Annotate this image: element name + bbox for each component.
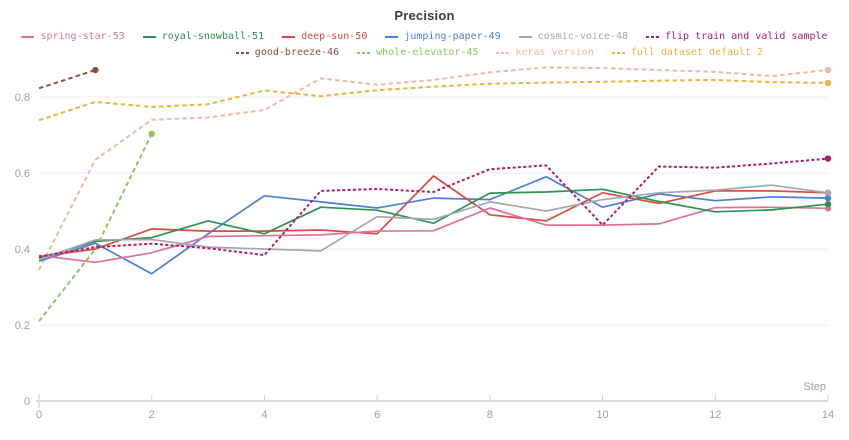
legend-item-flip-train-and-valid-sample[interactable]: flip train and valid sample — [645, 30, 828, 43]
dashed-line-swatch-icon — [645, 35, 659, 38]
series-endpoint-whole-elevator-45[interactable] — [148, 130, 155, 138]
series-line-full-dataset-default-2[interactable] — [38, 78, 829, 122]
dashed-line-swatch-icon — [357, 51, 371, 54]
legend-label: good-breeze-46 — [254, 47, 340, 58]
legend-label: keras version — [515, 47, 594, 58]
series-line-deep-sun-50[interactable] — [38, 175, 829, 258]
legend-item-good-breeze-46[interactable]: good-breeze-46 — [235, 46, 340, 59]
series-line-cosmic-voice-48[interactable] — [38, 184, 829, 261]
series-line-jumping-paper-49[interactable] — [38, 175, 829, 275]
x-tick-label-12: 12 — [709, 409, 721, 421]
series-endpoint-flip-train-and-valid-sample[interactable] — [824, 155, 832, 162]
x-axis-title: Step — [803, 381, 826, 393]
legend-label: whole-elevator-45 — [376, 47, 479, 58]
solid-line-swatch-icon — [142, 35, 156, 38]
series-line-royal-snowball-51[interactable] — [38, 188, 829, 260]
legend-item-keras-version[interactable]: keras version — [496, 46, 594, 59]
chart-title: Precision — [394, 8, 455, 23]
x-tick-label-6: 6 — [374, 409, 380, 421]
legend-row-1: spring-star-53 royal-snowball-51 deep-sun-… — [0, 30, 849, 43]
solid-line-swatch-icon — [282, 35, 296, 38]
series-endpoint-full-dataset-default-2[interactable] — [824, 79, 832, 87]
y-tick-label-0.4: 0.4 — [15, 244, 30, 256]
x-tick-label-2: 2 — [149, 409, 155, 421]
legend-item-spring-star-53[interactable]: spring-star-53 — [21, 30, 125, 43]
legend-item-jumping-paper-49[interactable]: jumping-paper-49 — [385, 30, 501, 43]
x-tick-label-4: 4 — [261, 409, 267, 421]
x-tick-label-10: 10 — [596, 409, 608, 421]
dashed-line-swatch-icon — [611, 51, 625, 54]
y-tick-label-0.8: 0.8 — [15, 92, 30, 104]
series-endpoint-keras-version[interactable] — [824, 66, 832, 74]
legend-label: flip train and valid sample — [664, 31, 828, 42]
dashed-line-swatch-icon — [496, 51, 510, 54]
series-line-keras-version[interactable] — [38, 66, 829, 271]
legend-label: full dataset default 2 — [630, 47, 764, 58]
legend-label: spring-star-53 — [40, 31, 125, 42]
legend-label: deep-sun-50 — [301, 31, 368, 42]
y-tick-label-0.6: 0.6 — [15, 168, 30, 180]
legend-label: cosmic-voice-48 — [537, 31, 628, 42]
series-endpoint-good-breeze-46[interactable] — [92, 66, 99, 74]
y-tick-label-0: 0 — [24, 396, 30, 408]
legend-item-royal-snowball-51[interactable]: royal-snowball-51 — [142, 30, 265, 43]
legend-item-whole-elevator-45[interactable]: whole-elevator-45 — [357, 46, 478, 59]
legend-label: jumping-paper-49 — [404, 31, 501, 42]
series-endpoint-jumping-paper-49[interactable] — [824, 194, 832, 202]
chart-legend: spring-star-53 royal-snowball-51 deep-sun-… — [0, 30, 849, 59]
legend-item-full-dataset-default-2[interactable]: full dataset default 2 — [611, 46, 764, 59]
series-line-whole-elevator-45[interactable] — [38, 133, 153, 322]
x-tick-label-14: 14 — [822, 409, 834, 421]
x-tick-label-0: 0 — [36, 409, 42, 421]
series-line-flip-train-and-valid-sample[interactable] — [38, 157, 829, 258]
dashed-line-swatch-icon — [235, 51, 249, 54]
legend-label: royal-snowball-51 — [161, 31, 265, 42]
series-line-spring-star-53[interactable] — [38, 206, 829, 264]
legend-item-deep-sun-50[interactable]: deep-sun-50 — [282, 30, 367, 43]
solid-line-swatch-icon — [385, 35, 399, 38]
x-tick-label-8: 8 — [487, 409, 493, 421]
legend-row-2: good-breeze-46 whole-elevator-45 keras ver… — [150, 46, 849, 59]
series-endpoint-royal-snowball-51[interactable] — [824, 200, 832, 208]
series-line-good-breeze-46[interactable] — [38, 69, 96, 90]
legend-item-cosmic-voice-48[interactable]: cosmic-voice-48 — [518, 30, 628, 43]
series-endpoint-cosmic-voice-48[interactable] — [824, 189, 832, 196]
y-tick-label-0.2: 0.2 — [15, 320, 30, 332]
solid-line-swatch-icon — [21, 35, 35, 38]
solid-line-swatch-icon — [518, 35, 532, 38]
